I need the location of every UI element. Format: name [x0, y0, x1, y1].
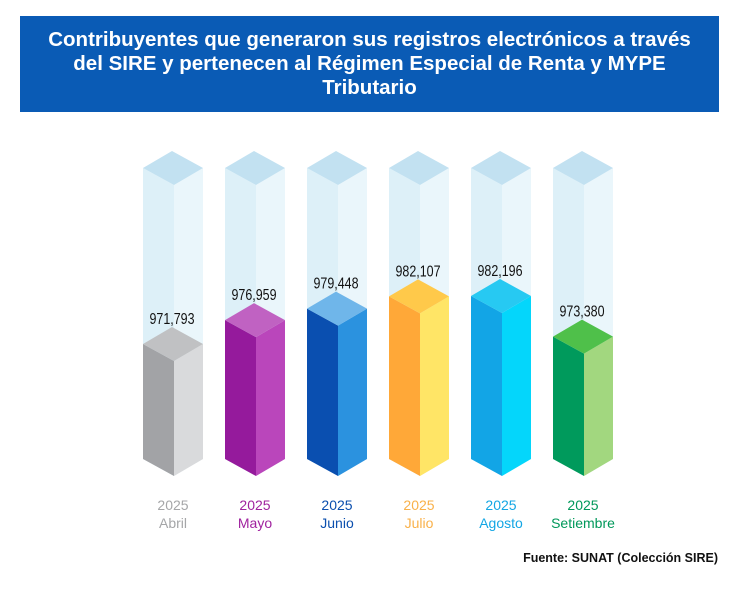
data-label-3: 982,107 [395, 263, 440, 281]
bar-1-top [225, 303, 285, 338]
bar-5-side [584, 336, 613, 476]
bar-5-front [553, 336, 584, 476]
bar-0-front [143, 344, 174, 476]
tick-year-2: 2025 [321, 497, 352, 513]
tick-month-4: Agosto [479, 515, 523, 531]
tick-year-4: 2025 [485, 497, 516, 513]
data-label-1: 976,959 [231, 287, 276, 305]
bar-5-top [553, 319, 613, 354]
tube-4-top [471, 151, 531, 185]
bar-4-front [471, 296, 502, 476]
bar-4-side [502, 296, 531, 476]
tube-1-top [225, 151, 285, 185]
bar-2-side [338, 308, 367, 476]
bar-3-side [420, 296, 449, 476]
chart-title: Contribuyentes que generaron sus registr… [48, 28, 691, 99]
tick-month-5: Setiembre [551, 515, 615, 531]
data-label-0: 971,793 [149, 311, 194, 329]
tick-month-1: Mayo [238, 515, 272, 531]
title-banner: Contribuyentes que generaron sus registr… [20, 16, 719, 112]
bar-2-front [307, 308, 338, 476]
data-label-5: 973,380 [559, 303, 604, 321]
bar-0-side [174, 344, 203, 476]
tick-year-0: 2025 [157, 497, 188, 513]
bar-1-side [256, 320, 285, 476]
tick-year-5: 2025 [567, 497, 598, 513]
bar-3-top [389, 279, 449, 314]
tick-year-1: 2025 [239, 497, 270, 513]
bar-2-top [307, 291, 367, 326]
source-note: Fuente: SUNAT (Colección SIRE) [523, 551, 718, 565]
tube-2-top [307, 151, 367, 185]
data-label-4: 982,196 [477, 263, 522, 281]
tube-3-top [389, 151, 449, 185]
tube-0-top [143, 151, 203, 185]
bar-1-front [225, 320, 256, 476]
tick-year-3: 2025 [403, 497, 434, 513]
data-label-2: 979,448 [313, 275, 358, 293]
bar-4-top [471, 279, 531, 313]
bar-3-front [389, 296, 420, 476]
tick-month-0: Abril [159, 515, 187, 531]
tick-month-2: Junio [320, 515, 354, 531]
bar-0-top [143, 327, 203, 361]
tube-5-top [553, 151, 613, 185]
tick-month-3: Julio [405, 515, 434, 531]
